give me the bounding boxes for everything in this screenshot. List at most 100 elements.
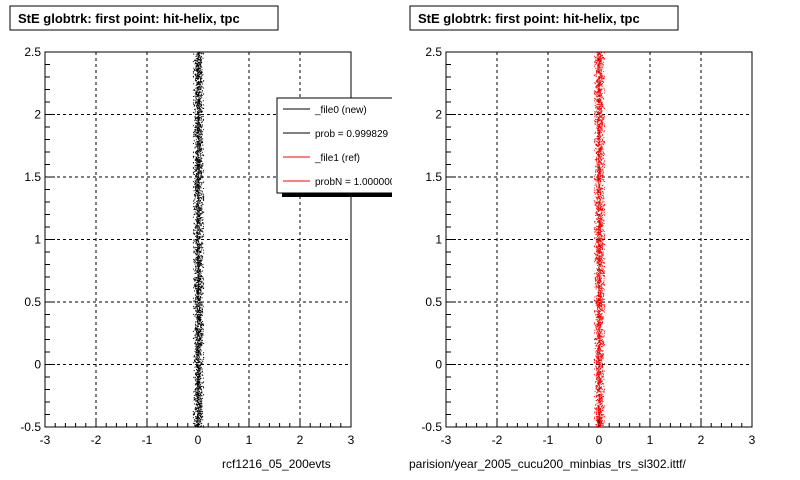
data-point	[196, 108, 198, 110]
data-point	[198, 100, 200, 102]
data-point	[603, 248, 605, 250]
data-point	[194, 108, 196, 110]
data-point	[597, 66, 599, 68]
data-point	[596, 316, 598, 318]
data-point	[600, 408, 602, 410]
data-point	[197, 249, 199, 251]
data-point	[600, 418, 602, 420]
data-point	[196, 131, 198, 133]
data-point	[194, 130, 196, 132]
data-point	[597, 108, 599, 110]
data-point	[598, 225, 600, 227]
data-point	[604, 416, 606, 418]
data-point	[597, 347, 599, 349]
data-point	[198, 380, 200, 382]
data-point	[198, 83, 200, 85]
data-point	[598, 180, 600, 182]
data-point	[197, 200, 199, 202]
data-point	[194, 115, 196, 117]
data-point	[201, 53, 203, 55]
data-point	[599, 400, 601, 402]
data-point	[602, 268, 604, 270]
data-point	[596, 362, 598, 364]
data-point	[602, 152, 604, 154]
data-point	[595, 91, 597, 93]
data-point	[199, 253, 201, 255]
data-point	[199, 250, 200, 252]
data-point	[602, 235, 604, 237]
data-point	[596, 163, 598, 165]
data-point	[196, 185, 198, 187]
data-point	[200, 402, 202, 404]
data-point	[596, 81, 598, 83]
data-point	[203, 199, 205, 201]
data-point	[196, 157, 198, 159]
data-point	[193, 203, 195, 205]
data-point	[594, 75, 596, 77]
data-point	[596, 60, 598, 62]
data-point	[195, 227, 197, 229]
data-point	[597, 295, 599, 297]
data-point	[196, 253, 198, 255]
data-point	[597, 94, 599, 96]
data-point	[596, 194, 598, 196]
data-point	[202, 312, 204, 314]
data-point	[594, 116, 596, 118]
data-point	[201, 400, 203, 402]
data-point	[594, 231, 596, 233]
data-point	[602, 172, 604, 174]
data-point	[598, 67, 600, 69]
data-point	[198, 215, 200, 217]
data-point	[598, 405, 600, 407]
data-point	[599, 52, 601, 54]
data-point	[195, 116, 197, 118]
data-point	[599, 327, 601, 329]
data-point	[200, 345, 202, 346]
data-point	[198, 259, 200, 261]
data-point	[601, 241, 603, 243]
data-point	[599, 186, 601, 188]
data-point	[599, 308, 601, 310]
data-point	[596, 261, 598, 263]
data-point	[195, 267, 197, 269]
data-point	[196, 366, 198, 368]
data-point	[198, 161, 200, 163]
data-point	[596, 111, 598, 113]
data-point	[600, 149, 602, 151]
data-point	[599, 298, 601, 300]
data-point	[596, 412, 598, 414]
data-point	[195, 206, 197, 208]
data-point	[596, 303, 598, 305]
data-point	[599, 201, 601, 203]
data-point	[596, 324, 598, 326]
data-point	[596, 424, 598, 426]
data-point	[197, 179, 199, 181]
data-point	[201, 142, 203, 144]
data-point	[597, 237, 599, 239]
data-point	[601, 287, 603, 289]
data-point	[198, 166, 200, 168]
data-point	[199, 373, 201, 375]
data-point	[198, 287, 200, 289]
data-point	[600, 98, 602, 100]
data-point	[595, 93, 597, 95]
data-point	[600, 255, 602, 257]
data-point	[600, 215, 602, 217]
data-point	[199, 226, 201, 228]
data-point	[195, 126, 197, 128]
data-point	[599, 156, 601, 158]
data-point	[599, 80, 601, 82]
data-point	[598, 219, 600, 221]
data-point	[597, 121, 599, 123]
data-point	[598, 375, 600, 377]
data-point	[201, 374, 203, 376]
data-point	[201, 386, 203, 388]
data-point	[598, 174, 600, 176]
data-point	[197, 86, 199, 88]
data-point	[198, 418, 200, 420]
data-point	[197, 404, 198, 406]
data-point	[201, 315, 203, 317]
data-point	[198, 361, 200, 363]
data-point	[597, 164, 599, 166]
data-point	[600, 188, 602, 190]
